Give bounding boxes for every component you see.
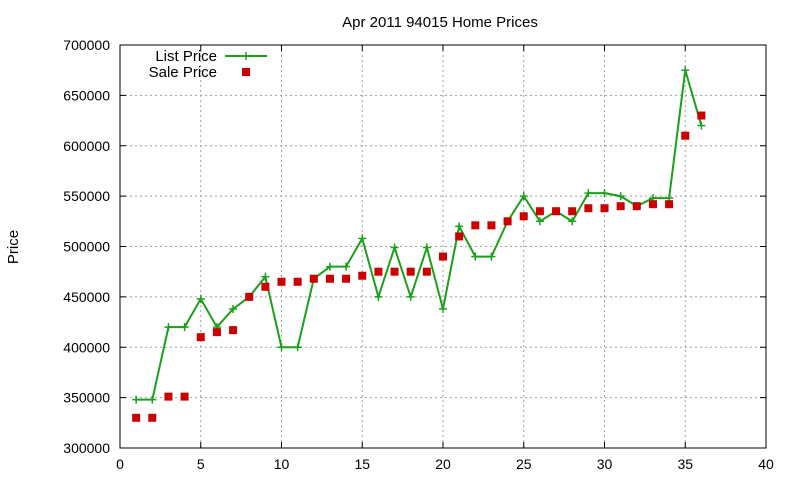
y-tick-label: 600000 bbox=[63, 138, 110, 154]
list-price-point bbox=[358, 234, 367, 243]
list-price-point bbox=[374, 292, 383, 301]
list-price-point bbox=[681, 66, 690, 75]
sale-price-point bbox=[164, 392, 173, 401]
sale-price-point bbox=[681, 131, 690, 140]
list-price-point bbox=[487, 252, 496, 261]
sale-price-point bbox=[148, 413, 157, 422]
list-price-point bbox=[229, 304, 238, 313]
x-tick-label: 10 bbox=[274, 456, 290, 472]
y-tick-label: 550000 bbox=[63, 188, 110, 204]
y-tick-label: 350000 bbox=[63, 390, 110, 406]
y-tick-label: 300000 bbox=[63, 440, 110, 456]
legend-label: List Price bbox=[155, 48, 217, 65]
sale-price-point bbox=[487, 221, 496, 230]
legend-label: Sale Price bbox=[149, 64, 217, 81]
list-price-point bbox=[261, 272, 270, 281]
sale-price-point bbox=[406, 267, 415, 276]
sale-price-point bbox=[261, 282, 270, 291]
list-price-point bbox=[342, 262, 351, 271]
x-tick-label: 40 bbox=[758, 456, 774, 472]
list-price-point bbox=[390, 243, 399, 252]
list-price-point bbox=[325, 262, 334, 271]
sale-price-point bbox=[439, 252, 447, 261]
sale-price-point bbox=[552, 207, 561, 216]
chart-title: Apr 2011 94015 Home Prices bbox=[342, 14, 538, 31]
list-price-point bbox=[406, 292, 415, 301]
sale-price-point bbox=[309, 274, 318, 283]
sale-price-point bbox=[535, 207, 544, 216]
x-tick-label: 15 bbox=[354, 456, 370, 472]
list-price-point bbox=[471, 252, 480, 261]
grid-layer bbox=[120, 45, 766, 448]
sale-price-point bbox=[455, 232, 464, 241]
sale-price-point bbox=[229, 326, 238, 335]
sale-price-point bbox=[196, 333, 205, 342]
sale-price-point bbox=[584, 204, 593, 213]
sale-price-point bbox=[325, 274, 334, 283]
list-price-point bbox=[568, 217, 577, 226]
x-tick-label: 5 bbox=[197, 456, 205, 472]
list-price-point bbox=[422, 243, 431, 252]
sale-price-point bbox=[697, 111, 706, 120]
sale-price-point bbox=[503, 217, 512, 226]
sale-price-point bbox=[180, 392, 189, 401]
sale-price-point bbox=[632, 202, 641, 211]
sale-price-point bbox=[471, 221, 480, 230]
sale-price-point bbox=[616, 202, 625, 211]
sale-price-point bbox=[245, 292, 254, 301]
x-tick-label: 30 bbox=[597, 456, 613, 472]
sale-price-point bbox=[132, 413, 141, 422]
tick-layer: 0 5 10 15 20 25 30 35 40 300000 350000 400000 450000… bbox=[63, 37, 774, 472]
legend-square-marker bbox=[242, 68, 250, 76]
list-price-point bbox=[132, 395, 141, 404]
list-price-point bbox=[164, 323, 173, 332]
list-price-point bbox=[584, 189, 593, 198]
y-tick-label: 650000 bbox=[63, 87, 110, 103]
sale-price-point bbox=[568, 207, 577, 216]
list-price-point bbox=[600, 189, 609, 198]
list-price-point bbox=[180, 323, 189, 332]
sale-price-point bbox=[600, 204, 609, 213]
sale-price-point bbox=[358, 271, 367, 280]
sale-price-point bbox=[665, 200, 674, 209]
series-0 bbox=[132, 66, 706, 404]
sale-price-point bbox=[277, 277, 286, 286]
x-tick-label: 20 bbox=[435, 456, 451, 472]
y-axis-label: Price bbox=[5, 230, 22, 264]
plot-frame bbox=[119, 44, 767, 449]
list-price-point bbox=[519, 192, 528, 201]
y-tick-label: 700000 bbox=[63, 37, 110, 53]
y-tick-label: 450000 bbox=[63, 289, 110, 305]
sale-price-point bbox=[342, 274, 351, 283]
list-price-line bbox=[136, 69, 703, 401]
list-price-point bbox=[277, 343, 286, 352]
list-price-point bbox=[293, 343, 302, 352]
x-tick-label: 0 bbox=[116, 456, 124, 472]
sale-price-point bbox=[293, 277, 302, 286]
series-1 bbox=[132, 111, 706, 422]
list-price-point bbox=[616, 192, 625, 201]
sale-price-point bbox=[519, 212, 528, 221]
legend-plus-marker bbox=[242, 52, 250, 60]
list-price-point bbox=[439, 304, 447, 313]
x-tick-label: 25 bbox=[516, 456, 532, 472]
list-price-point bbox=[535, 217, 544, 226]
y-tick-label: 400000 bbox=[63, 339, 110, 355]
list-price-point bbox=[455, 222, 464, 231]
sale-price-point bbox=[648, 200, 657, 209]
y-tick-label: 500000 bbox=[63, 239, 110, 255]
list-price-point bbox=[148, 395, 157, 404]
sale-price-point bbox=[422, 267, 431, 276]
series-layer bbox=[132, 66, 706, 422]
sale-price-point bbox=[374, 267, 383, 276]
list-price-point bbox=[697, 121, 706, 130]
x-tick-label: 35 bbox=[677, 456, 693, 472]
sale-price-point bbox=[390, 267, 399, 276]
sale-price-point bbox=[212, 328, 221, 337]
list-price-point bbox=[196, 294, 205, 303]
